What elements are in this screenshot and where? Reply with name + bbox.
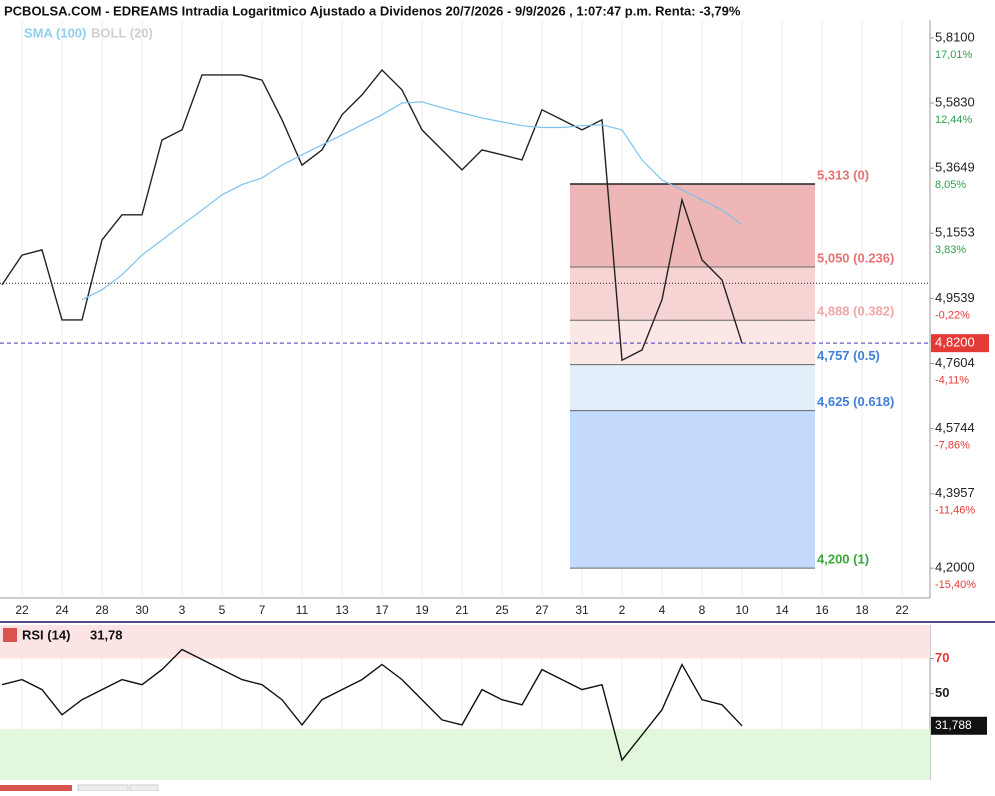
x-tick-label: 3	[179, 603, 186, 617]
last-price-label: 4,8200	[935, 335, 975, 350]
x-tick-label: 8	[699, 603, 706, 617]
last-rsi-box	[931, 716, 987, 735]
fib-zone	[570, 320, 815, 365]
y-tick-label: 4,5744	[935, 420, 975, 435]
x-tick-label: 2	[619, 603, 626, 617]
last-rsi-label: 31,788	[935, 718, 972, 732]
fib-zone	[570, 184, 815, 267]
y-tick-label: 5,8100	[935, 29, 975, 44]
fib-label: 5,313 (0)	[817, 167, 869, 182]
y-tick-label: 4,9539	[935, 290, 975, 305]
series-line	[1, 648, 743, 762]
fib-label: 4,200 (1)	[817, 552, 869, 567]
x-tick-label: 31	[575, 603, 589, 617]
y-tick-label: 5,3649	[935, 160, 975, 175]
y-tick-label: 70	[935, 650, 949, 665]
y-tick-change: 12,44%	[935, 114, 973, 126]
overbought-zone	[0, 625, 930, 659]
y-tick-change: 8,05%	[935, 179, 966, 191]
fib-label: 4,625 (0.618)	[817, 394, 894, 409]
chart-title: PCBOLSA.COM - EDREAMS Intradia Logaritmi…	[4, 3, 741, 18]
y-tick-change: -15,40%	[935, 579, 976, 591]
x-tick-label: 25	[495, 603, 509, 617]
fib-zone	[570, 364, 815, 411]
x-tick-label: 14	[775, 603, 789, 617]
fib-label: 5,050 (0.236)	[817, 250, 894, 265]
last-price-box	[931, 334, 989, 353]
x-tick-label: 10	[735, 603, 749, 617]
x-tick-label: 24	[55, 603, 69, 617]
fib-zone	[570, 410, 815, 569]
y-tick-label: 50	[935, 685, 949, 700]
oversold-zone	[0, 728, 930, 780]
fib-label: 4,757 (0.5)	[817, 348, 880, 363]
x-tick-label: 13	[335, 603, 349, 617]
x-tick-label: 4	[659, 603, 666, 617]
x-tick-label: 18	[855, 603, 869, 617]
y-tick-change: 3,83%	[935, 244, 966, 256]
x-tick-label: 17	[375, 603, 389, 617]
x-tick-label: 19	[415, 603, 429, 617]
y-tick-change: -0,22%	[935, 309, 970, 321]
y-tick-label: 4,3957	[935, 485, 975, 500]
x-tick-label: 5	[219, 603, 226, 617]
x-tick-label: 16	[815, 603, 829, 617]
x-tick-label: 11	[296, 603, 309, 617]
rsi-value: 31,78	[90, 627, 123, 642]
tab[interactable]	[77, 784, 129, 792]
x-tick-label: 7	[259, 603, 266, 617]
y-tick-label: 4,2000	[935, 560, 975, 575]
tab[interactable]	[0, 785, 72, 791]
y-tick-change: -7,86%	[935, 440, 970, 452]
y-tick-label: 5,5830	[935, 94, 975, 109]
x-tick-label: 21	[455, 603, 469, 617]
y-tick-change: 17,01%	[935, 49, 973, 61]
series-line	[1, 68, 743, 362]
x-tick-label: 22	[895, 603, 909, 617]
x-tick-label: 30	[135, 603, 149, 617]
y-tick-change: -11,46%	[935, 505, 975, 517]
x-tick-label: 28	[95, 603, 109, 617]
legend-entry: BOLL (20)	[91, 25, 153, 40]
y-tick-change: -4,11%	[935, 374, 969, 386]
y-tick-label: 5,1553	[935, 225, 975, 240]
y-tick-label: 4,7604	[935, 355, 975, 370]
x-tick-label: 22	[15, 603, 29, 617]
close-button[interactable]	[3, 628, 17, 642]
rsi-title: RSI (14)	[22, 627, 70, 642]
fib-label: 4,888 (0.382)	[817, 304, 894, 319]
fib-zone	[570, 266, 815, 321]
legend-entry: SMA (100)	[24, 25, 86, 40]
series-line	[81, 101, 743, 301]
tab[interactable]	[129, 784, 159, 792]
x-tick-label: 27	[535, 603, 549, 617]
